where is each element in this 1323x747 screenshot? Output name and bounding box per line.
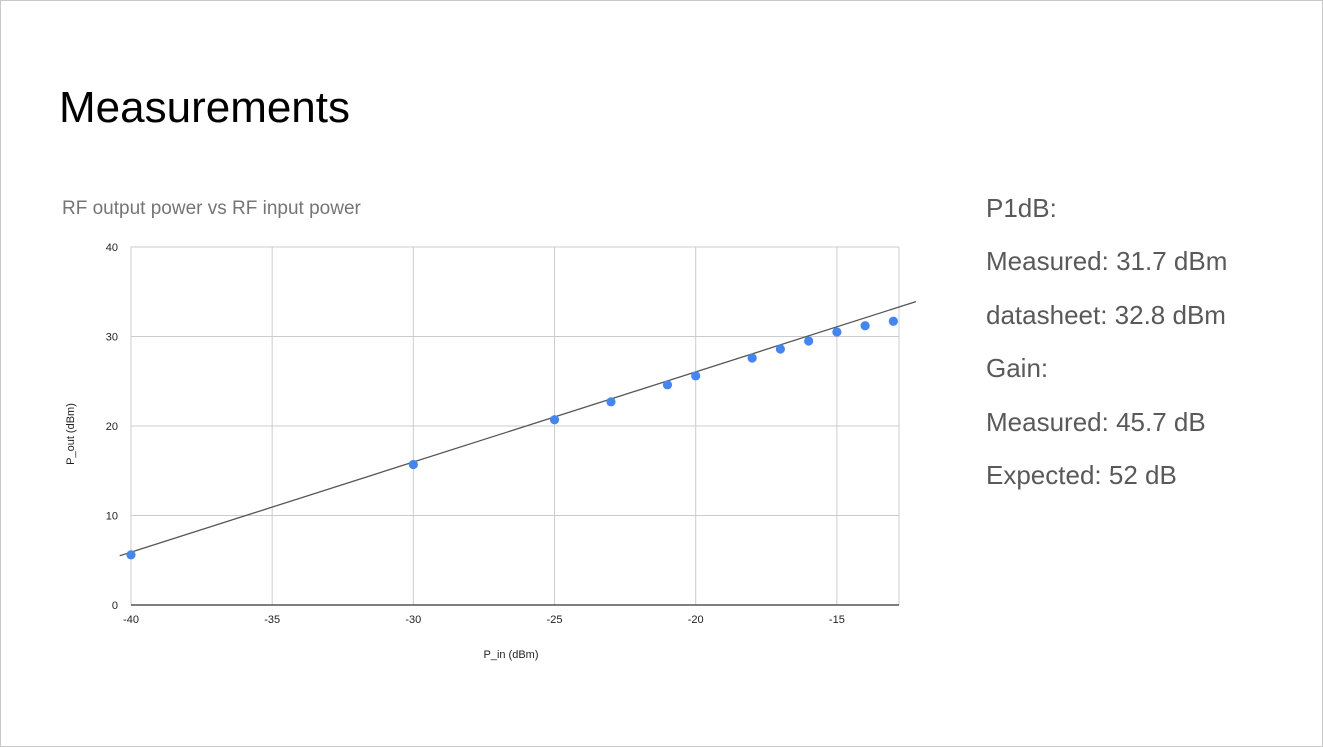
gain-measured: Measured: 45.7 dB [986, 406, 1206, 437]
gain-expected: Expected: 52 dB [986, 459, 1177, 490]
chart-title: RF output power vs RF input power [62, 198, 361, 219]
y-tick-label: 40 [106, 242, 118, 254]
scatter-chart: -40 -35 -30 -25 -20 -15 0 10 20 30 40 P_in (dBm) P… [65, 242, 917, 661]
stats-panel: P1dB: Measured: 31.7 dBm datasheet: 32.8… [986, 189, 1227, 509]
x-tick-label: -15 [829, 614, 845, 626]
data-point [747, 353, 757, 363]
x-tick-label: -25 [547, 614, 563, 626]
data-point [662, 380, 673, 390]
gain-heading: Gain: [986, 353, 1049, 384]
data-points [126, 316, 898, 560]
axes: -40 -35 -30 -25 -20 -15 0 10 20 30 40 [106, 242, 899, 626]
data-point [775, 344, 786, 354]
data-point [408, 459, 418, 470]
x-axis-label: P_in (dBm) [483, 649, 538, 661]
slide-title: Measurements [59, 83, 351, 132]
p1db-heading: P1dB: [986, 193, 1057, 223]
data-point [832, 327, 842, 337]
grid-lines [130, 246, 900, 605]
y-tick-label: 0 [112, 600, 118, 612]
p1db-measured: Measured: 31.7 dBm [986, 246, 1228, 277]
p1db-datasheet: datasheet: 32.8 dBm [986, 299, 1226, 330]
data-point [606, 397, 616, 407]
data-point [126, 550, 136, 560]
trendline [119, 300, 917, 557]
data-point [888, 316, 898, 326]
x-tick-label: -30 [405, 614, 421, 626]
data-point [860, 321, 870, 331]
trendline-layer [119, 300, 917, 557]
x-tick-label: -35 [264, 614, 280, 626]
x-tick-label: -20 [688, 614, 704, 626]
y-tick-label: 10 [106, 511, 118, 523]
x-tick-label: -40 [123, 614, 139, 626]
y-axis-label: P_out (dBm) [65, 403, 77, 465]
data-point [804, 336, 814, 346]
y-tick-label: 30 [106, 332, 118, 344]
data-point [549, 415, 560, 425]
y-tick-label: 20 [106, 421, 118, 433]
data-point [691, 371, 701, 381]
